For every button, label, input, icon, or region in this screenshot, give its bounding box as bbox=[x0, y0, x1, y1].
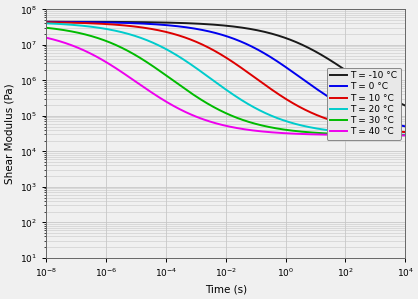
T = 40 °C bbox=[106, 62, 111, 65]
T = 10 °C bbox=[357, 125, 362, 129]
T = 30 °C bbox=[181, 86, 186, 90]
T = 20 °C bbox=[197, 68, 202, 72]
T = 10 °C bbox=[43, 20, 48, 24]
T = -10 °C bbox=[106, 20, 111, 24]
T = -10 °C bbox=[84, 20, 89, 24]
Line: T = 10 °C: T = 10 °C bbox=[46, 22, 405, 132]
T = 10 °C bbox=[197, 41, 202, 45]
Line: T = 0 °C: T = 0 °C bbox=[46, 22, 405, 126]
T = 20 °C bbox=[181, 58, 186, 62]
T = -10 °C bbox=[43, 20, 48, 24]
T = 30 °C bbox=[396, 133, 401, 137]
T = 30 °C bbox=[403, 133, 408, 137]
Line: T = 40 °C: T = 40 °C bbox=[46, 38, 405, 135]
Legend: T = -10 °C, T = 0 °C, T = 10 °C, T = 20 °C, T = 30 °C, T = 40 °C: T = -10 °C, T = 0 °C, T = 10 °C, T = 20 … bbox=[326, 68, 401, 140]
T = 0 °C bbox=[403, 125, 408, 128]
T = 0 °C bbox=[84, 20, 89, 24]
T = 20 °C bbox=[357, 131, 362, 135]
T = 10 °C bbox=[396, 130, 401, 133]
T = 40 °C bbox=[357, 133, 362, 137]
T = 10 °C bbox=[403, 130, 408, 134]
T = 20 °C bbox=[396, 133, 401, 136]
T = 30 °C bbox=[84, 33, 89, 37]
T = 40 °C bbox=[43, 36, 48, 39]
T = 30 °C bbox=[106, 40, 111, 44]
Line: T = 30 °C: T = 30 °C bbox=[46, 28, 405, 135]
T = 20 °C bbox=[403, 133, 408, 137]
T = 0 °C bbox=[181, 25, 186, 29]
Line: T = 20 °C: T = 20 °C bbox=[46, 23, 405, 135]
T = 30 °C bbox=[43, 26, 48, 30]
T = 0 °C bbox=[357, 112, 362, 115]
T = 0 °C bbox=[43, 20, 48, 24]
T = 10 °C bbox=[84, 21, 89, 25]
T = 30 °C bbox=[197, 97, 202, 100]
T = 0 °C bbox=[396, 123, 401, 127]
T = -10 °C bbox=[357, 78, 362, 81]
T = -10 °C bbox=[396, 100, 401, 104]
T = 40 °C bbox=[84, 50, 89, 54]
T = 0 °C bbox=[197, 28, 202, 31]
T = 30 °C bbox=[357, 133, 362, 136]
T = 20 °C bbox=[84, 25, 89, 28]
Line: T = -10 °C: T = -10 °C bbox=[46, 22, 405, 106]
T = 40 °C bbox=[403, 134, 408, 137]
T = 10 °C bbox=[181, 35, 186, 39]
Y-axis label: Shear Modulus (Pa): Shear Modulus (Pa) bbox=[4, 83, 14, 184]
T = 40 °C bbox=[197, 116, 202, 120]
T = 10 °C bbox=[106, 22, 111, 26]
T = -10 °C bbox=[181, 21, 186, 25]
T = -10 °C bbox=[403, 104, 408, 107]
T = 20 °C bbox=[43, 22, 48, 25]
T = 40 °C bbox=[181, 109, 186, 113]
X-axis label: Time (s): Time (s) bbox=[204, 285, 247, 295]
T = 20 °C bbox=[106, 28, 111, 31]
T = 0 °C bbox=[106, 21, 111, 24]
T = -10 °C bbox=[197, 22, 202, 25]
T = 40 °C bbox=[396, 134, 401, 137]
